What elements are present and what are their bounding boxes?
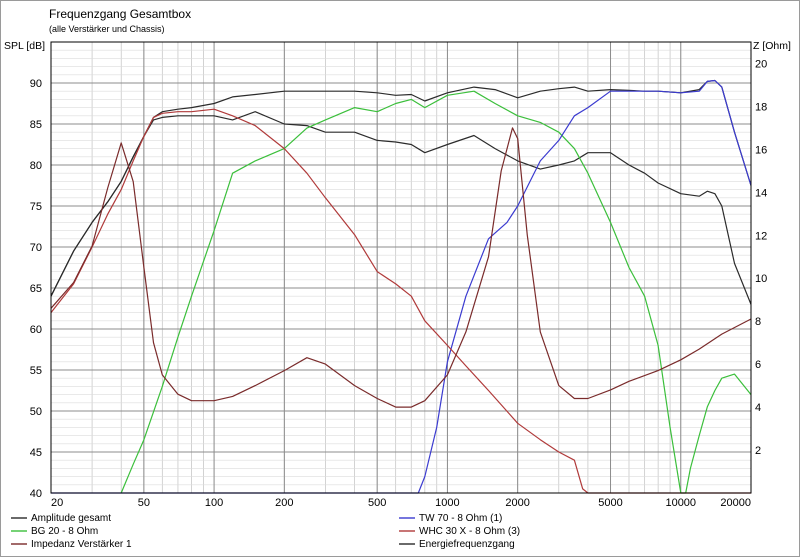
y2-tick-label: 20: [755, 58, 767, 70]
y-tick-label: 70: [30, 242, 42, 254]
series-line-5: [50, 108, 751, 494]
chart-subtitle: (alle Verstärker und Chassis): [49, 24, 165, 34]
x-tick-label: 10000: [665, 497, 696, 509]
x-tick-label: 20: [51, 497, 63, 509]
y2-tick-label: 12: [755, 230, 767, 242]
y-tick-label: 60: [30, 324, 42, 336]
legend: Amplitude gesamt TW 70 - 8 Ohm (1) BG 20 -…: [11, 513, 520, 550]
y-tick-label: 45: [30, 447, 42, 459]
legend-label: Energiefrequenzgang: [419, 539, 515, 550]
y2-tick-label: 8: [755, 316, 761, 328]
x-tick-label: 200: [275, 497, 293, 509]
grid: [50, 42, 752, 494]
y-tick-label: 55: [30, 365, 42, 377]
chart-title: Frequenzgang Gesamtbox: [49, 7, 191, 21]
y-tick-label: 40: [30, 488, 42, 500]
x-tick-label: 500: [368, 497, 386, 509]
y-tick-label: 75: [30, 201, 42, 213]
y-tick-label: 50: [30, 406, 42, 418]
x-tick-label: 2000: [505, 497, 529, 509]
y-tick-label: 85: [30, 119, 42, 131]
y2-tick-label: 6: [755, 359, 761, 371]
series-line-6: [50, 127, 752, 408]
legend-label: TW 70 - 8 Ohm (1): [419, 513, 502, 524]
x-tick-label: 1000: [435, 497, 459, 509]
x-tick-label: 5000: [598, 497, 622, 509]
y-tick-label: 90: [30, 78, 42, 90]
y2-tick-label: 4: [755, 402, 761, 414]
y-axis-label: SPL [dB]: [4, 40, 45, 52]
series-line-3: [120, 90, 752, 494]
plot-area: [50, 41, 752, 494]
x-tick-label: 20000: [720, 497, 751, 509]
y2-tick-label: 14: [755, 187, 767, 199]
legend-label: WHC 30 X - 8 Ohm (3): [419, 526, 520, 537]
y2-axis-label: Z [Ohm]: [753, 40, 791, 52]
series-group: [50, 79, 752, 494]
plot-border: [50, 41, 752, 494]
series-line-1: [50, 111, 752, 305]
legend-label: BG 20 - 8 Ohm: [31, 526, 98, 537]
y-tick-label: 80: [30, 160, 42, 172]
x-tick-label: 100: [205, 497, 223, 509]
legend-label: Amplitude gesamt: [31, 513, 111, 524]
series-line-4: [51, 79, 752, 494]
y2-tick-label: 2: [755, 445, 761, 457]
y-tick-label: 65: [30, 283, 42, 295]
y2-tick-label: 16: [755, 144, 767, 156]
x-tick-label: 50: [138, 497, 150, 509]
y2-tick-label: 10: [755, 273, 767, 285]
legend-label: Impedanz Verstärker 1: [31, 539, 132, 550]
y2-tick-label: 18: [755, 101, 767, 113]
